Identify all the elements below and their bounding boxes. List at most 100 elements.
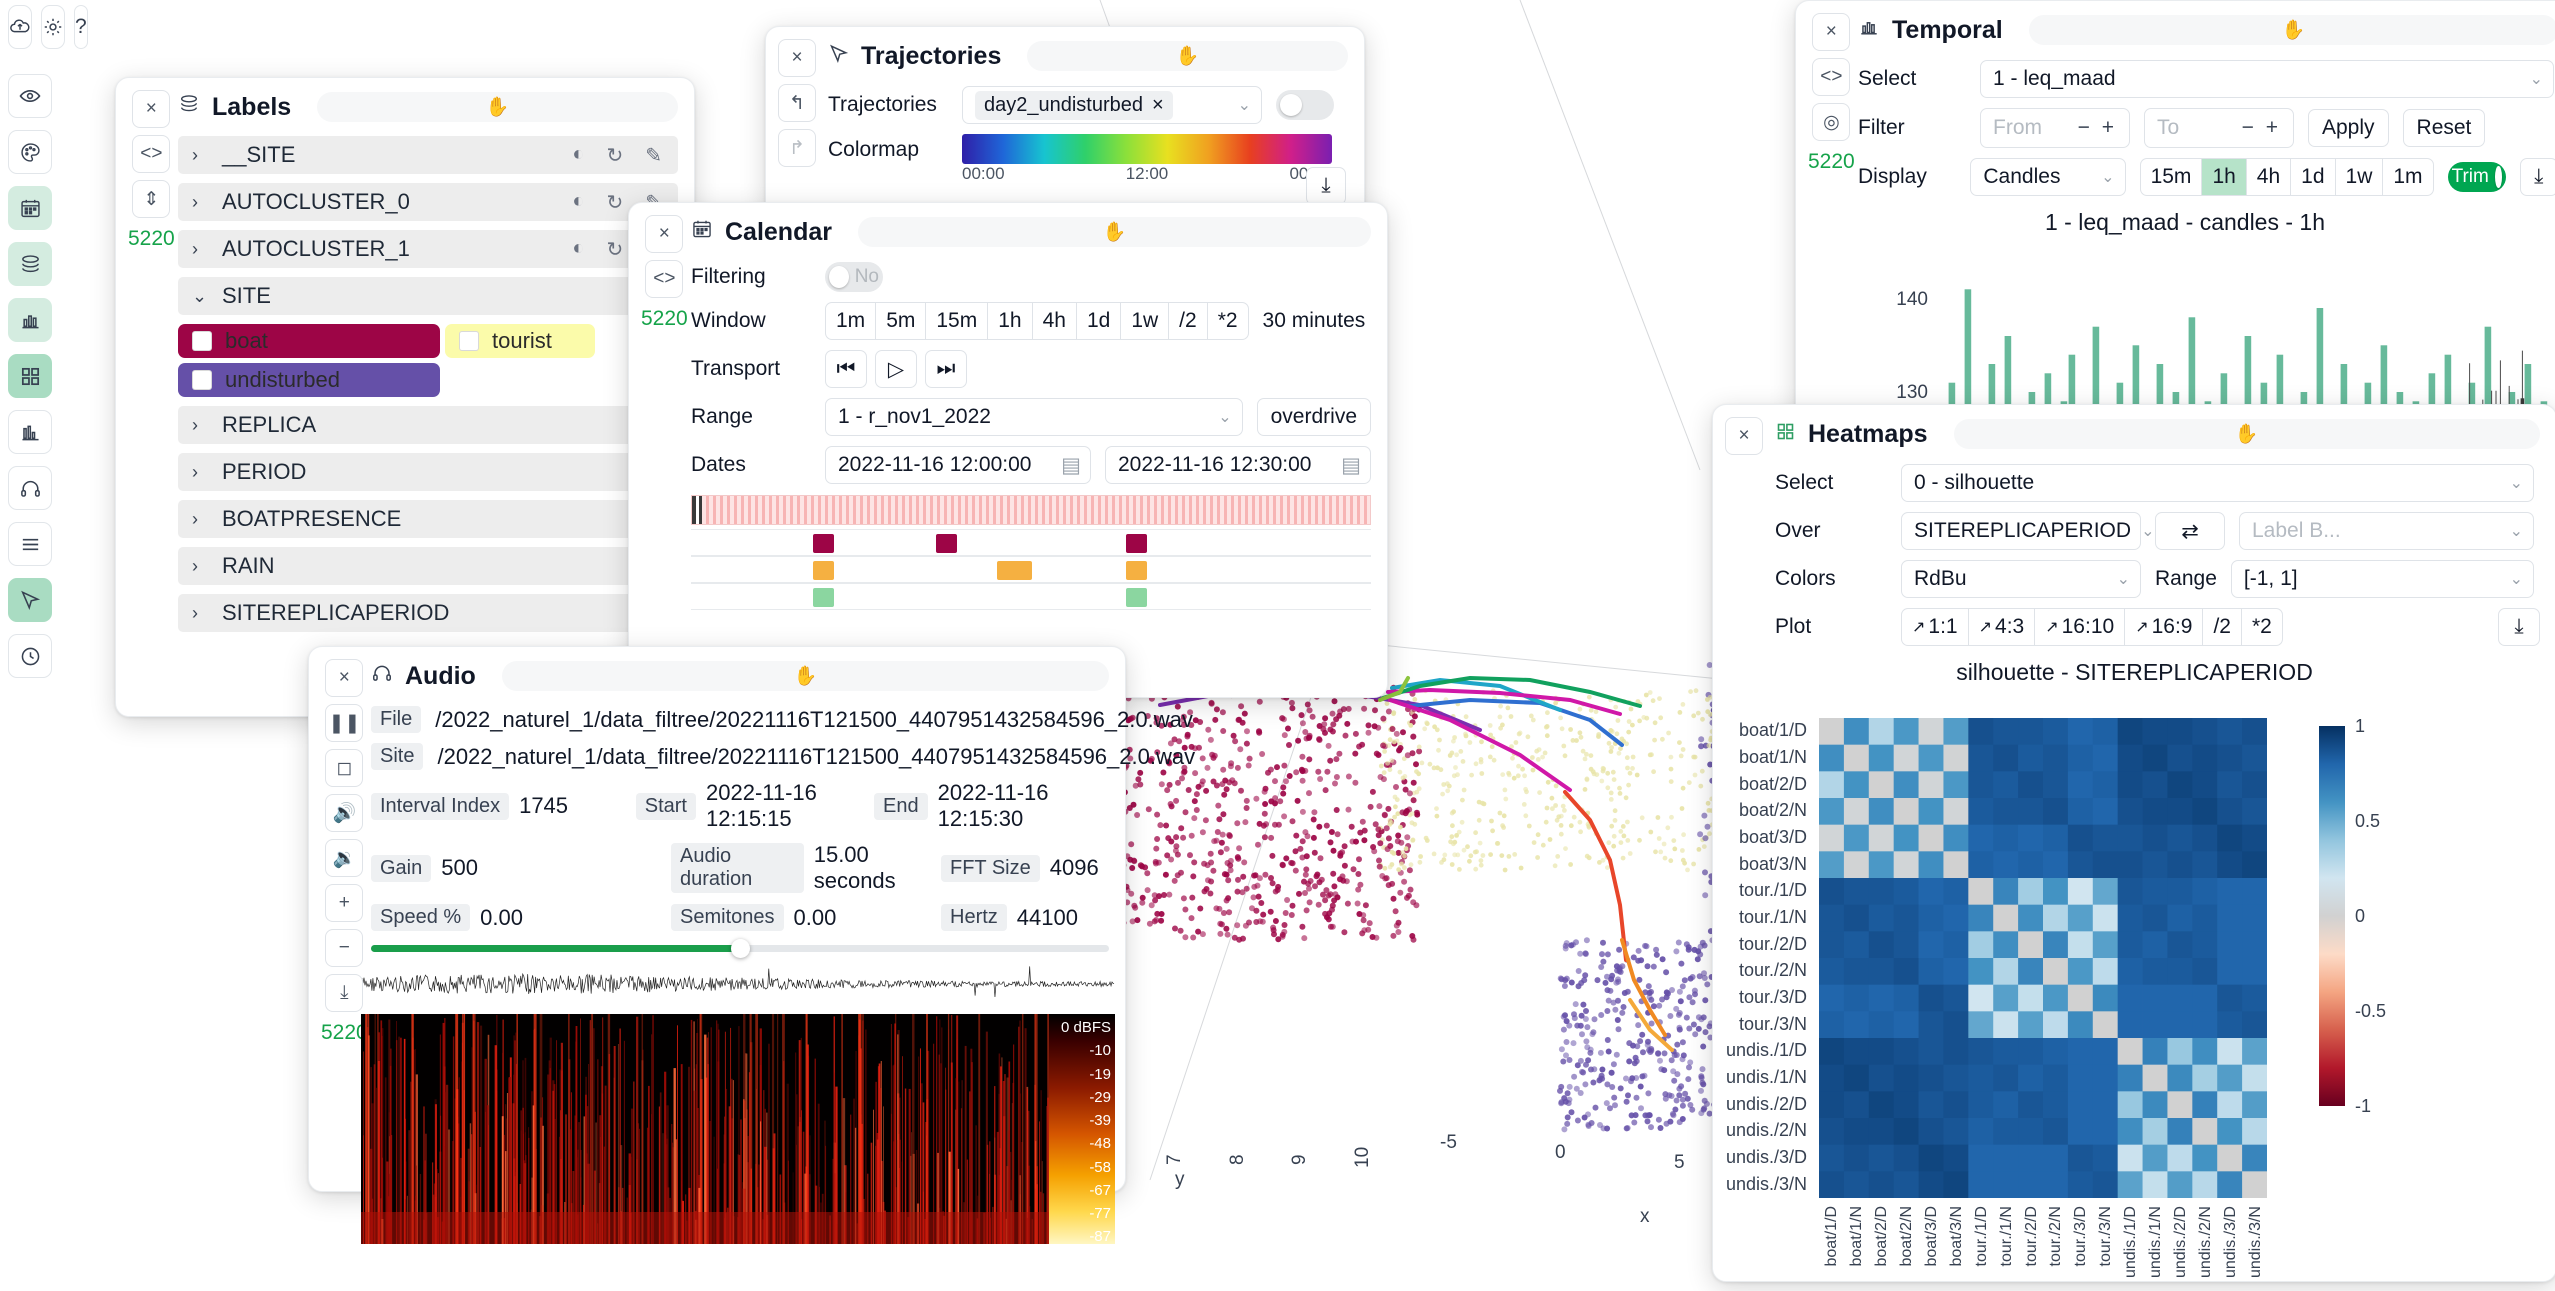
calendar-event-track[interactable] xyxy=(691,556,1371,583)
display-select[interactable]: Candles ⌄ xyxy=(1970,158,2126,196)
calendar-event[interactable] xyxy=(813,588,835,607)
panel-drag-handle[interactable]: ✋ xyxy=(1953,419,2540,449)
gear-icon[interactable] xyxy=(41,5,65,49)
panel-drag-handle[interactable]: ✋ xyxy=(1027,41,1348,71)
upload-cloud-icon[interactable] xyxy=(8,5,32,49)
chevron-right-icon[interactable]: › xyxy=(192,414,198,435)
undo-icon[interactable]: ↰ xyxy=(778,84,816,122)
close-icon[interactable]: × xyxy=(1725,417,1763,455)
calendar-icon[interactable] xyxy=(8,186,52,230)
code-icon[interactable]: <> xyxy=(132,135,171,173)
minus-icon[interactable]: − xyxy=(325,929,364,967)
list-icon[interactable] xyxy=(8,522,52,566)
label-checkbox[interactable] xyxy=(192,331,212,351)
calendar-event[interactable] xyxy=(813,534,835,553)
eye-icon[interactable]: ◎ xyxy=(1812,103,1851,141)
interval-option-15m[interactable]: 15m xyxy=(2139,158,2202,196)
chevron-right-icon[interactable]: › xyxy=(192,461,198,482)
interval-option-1m[interactable]: 1m xyxy=(2382,158,2434,196)
filter-to-input[interactable]: To − + xyxy=(2144,108,2294,148)
panel-drag-handle[interactable]: ✋ xyxy=(857,217,1371,247)
interval-segmented-control[interactable]: 15m 1h 4h 1d 1w 1m xyxy=(2139,158,2434,196)
calendar-event[interactable] xyxy=(935,534,957,553)
date-from-input[interactable]: 2022-11-16 12:00:00 ▤ xyxy=(825,446,1091,484)
stop-icon[interactable]: ◻ xyxy=(325,749,364,787)
panel-drag-handle[interactable]: ✋ xyxy=(2028,15,2555,45)
plot-option-1610[interactable]: ↗ 16:10 xyxy=(2034,608,2125,646)
plot-aspect-segmented-control[interactable]: ↗ 1:1 ↗ 4:3 ↗ 16:10 ↗ 16:9/2 *2 xyxy=(1901,608,2283,646)
chevron-right-icon[interactable]: › xyxy=(192,191,198,212)
download-icon[interactable]: ⤓ xyxy=(2519,158,2555,196)
interval-option-1d[interactable]: 1d xyxy=(2290,158,2335,196)
apply-button[interactable]: Apply xyxy=(2308,109,2389,147)
layers-icon[interactable] xyxy=(8,242,52,286)
calendar-event[interactable] xyxy=(813,561,835,580)
over-select[interactable]: SITEREPLICAPERIOD ⌄ xyxy=(1901,512,2154,550)
refresh-icon[interactable]: ↻ xyxy=(606,191,624,214)
calendar-timeline-strip[interactable] xyxy=(691,495,1371,525)
chevron-right-icon[interactable]: › xyxy=(192,238,198,259)
window-option-1h[interactable]: 1h xyxy=(987,302,1032,340)
close-icon[interactable]: × xyxy=(325,659,364,697)
label-group-period[interactable]: ›PERIOD◐ xyxy=(178,453,678,491)
panel-drag-handle[interactable]: ✋ xyxy=(501,661,1109,691)
stepper-minus-plus[interactable]: − + xyxy=(2241,116,2281,139)
chevron-right-icon[interactable]: › xyxy=(192,555,198,576)
trajectory-tag[interactable]: day2_undisturbed × xyxy=(975,90,1173,120)
trajectories-select[interactable]: day2_undisturbed × ⌄ xyxy=(962,86,1262,124)
help-icon[interactable]: ? xyxy=(74,5,88,49)
label-chip-tourist[interactable]: tourist xyxy=(445,324,595,358)
opacity-icon[interactable]: ◐ xyxy=(572,142,585,165)
date-to-input[interactable]: 2022-11-16 12:30:00 ▤ xyxy=(1105,446,1371,484)
close-icon[interactable]: × xyxy=(1152,93,1164,116)
volume-down-icon[interactable]: 🔉 xyxy=(325,839,364,877)
label-checkbox[interactable] xyxy=(459,331,479,351)
colormap-bar[interactable] xyxy=(962,134,1332,164)
label-chip-undisturbed[interactable]: undisturbed xyxy=(178,363,440,397)
eye-icon[interactable] xyxy=(8,74,52,118)
audio-position-slider[interactable] xyxy=(371,939,1109,958)
temporal-select[interactable]: 1 - leq_maad ⌄ xyxy=(1980,60,2554,98)
calendar-event[interactable] xyxy=(1010,561,1032,580)
clock-icon[interactable] xyxy=(8,634,52,678)
window-option-5m[interactable]: 5m xyxy=(875,302,926,340)
sort-icon[interactable]: ⇕ xyxy=(132,180,171,218)
label-group-rain[interactable]: ›RAIN◐ xyxy=(178,547,678,585)
close-icon[interactable]: × xyxy=(778,39,816,77)
window-option-15m[interactable]: 15m xyxy=(925,302,988,340)
opacity-icon[interactable]: ◐ xyxy=(572,236,585,259)
bar-chart-icon[interactable] xyxy=(8,298,52,342)
trajectories-toggle[interactable] xyxy=(1276,90,1334,120)
close-icon[interactable]: × xyxy=(645,215,684,253)
plot-option-2[interactable]: /2 xyxy=(2202,608,2241,646)
plot-option-43[interactable]: ↗ 4:3 xyxy=(1967,608,2035,646)
trim-toggle[interactable]: Trim xyxy=(2447,162,2506,192)
calendar-event[interactable] xyxy=(1126,561,1148,580)
window-option-1w[interactable]: 1w xyxy=(1120,302,1169,340)
window-option-/2[interactable]: /2 xyxy=(1168,302,1207,340)
plot-option-2[interactable]: *2 xyxy=(2240,608,2283,646)
window-segmented-control[interactable]: 1m 5m 15m 1h 4h 1d 1w/2 *2 xyxy=(825,302,1249,340)
skip-forward-icon[interactable]: ⏭ xyxy=(925,350,967,388)
audio-waveform[interactable] xyxy=(360,958,1115,1010)
slider-handle[interactable] xyxy=(731,939,750,958)
volume-up-icon[interactable]: 🔊 xyxy=(325,794,364,832)
calendar-icon[interactable]: ▤ xyxy=(1341,453,1361,477)
filter-from-input[interactable]: From − + xyxy=(1980,108,2130,148)
close-icon[interactable]: × xyxy=(132,90,171,128)
stepper-minus-plus[interactable]: − + xyxy=(2077,116,2117,139)
edit-icon[interactable]: ✎ xyxy=(645,144,662,167)
range-select[interactable]: [-1, 1] ⌄ xyxy=(2230,560,2534,598)
refresh-icon[interactable]: ↻ xyxy=(606,144,624,167)
headphones-icon[interactable] xyxy=(8,466,52,510)
window-option-1m[interactable]: 1m xyxy=(825,302,876,340)
chevron-right-icon[interactable]: › xyxy=(192,508,198,529)
calendar-event-track[interactable] xyxy=(691,529,1371,556)
panel-drag-handle[interactable]: ✋ xyxy=(317,92,678,122)
download-icon[interactable]: ⤓ xyxy=(325,974,364,1012)
label-group-sitereplicaperiod[interactable]: ›SITEREPLICAPERIOD◐ xyxy=(178,594,678,632)
heatmaps-select[interactable]: 0 - silhouette ⌄ xyxy=(1901,464,2534,502)
redo-icon[interactable]: ↱ xyxy=(778,129,816,167)
skip-back-icon[interactable]: ⏮ xyxy=(825,350,867,388)
heatmap-chart[interactable]: boat/1/D boat/1/N boat/2/D boat/2/N boat/3/D… xyxy=(1713,696,2555,1291)
